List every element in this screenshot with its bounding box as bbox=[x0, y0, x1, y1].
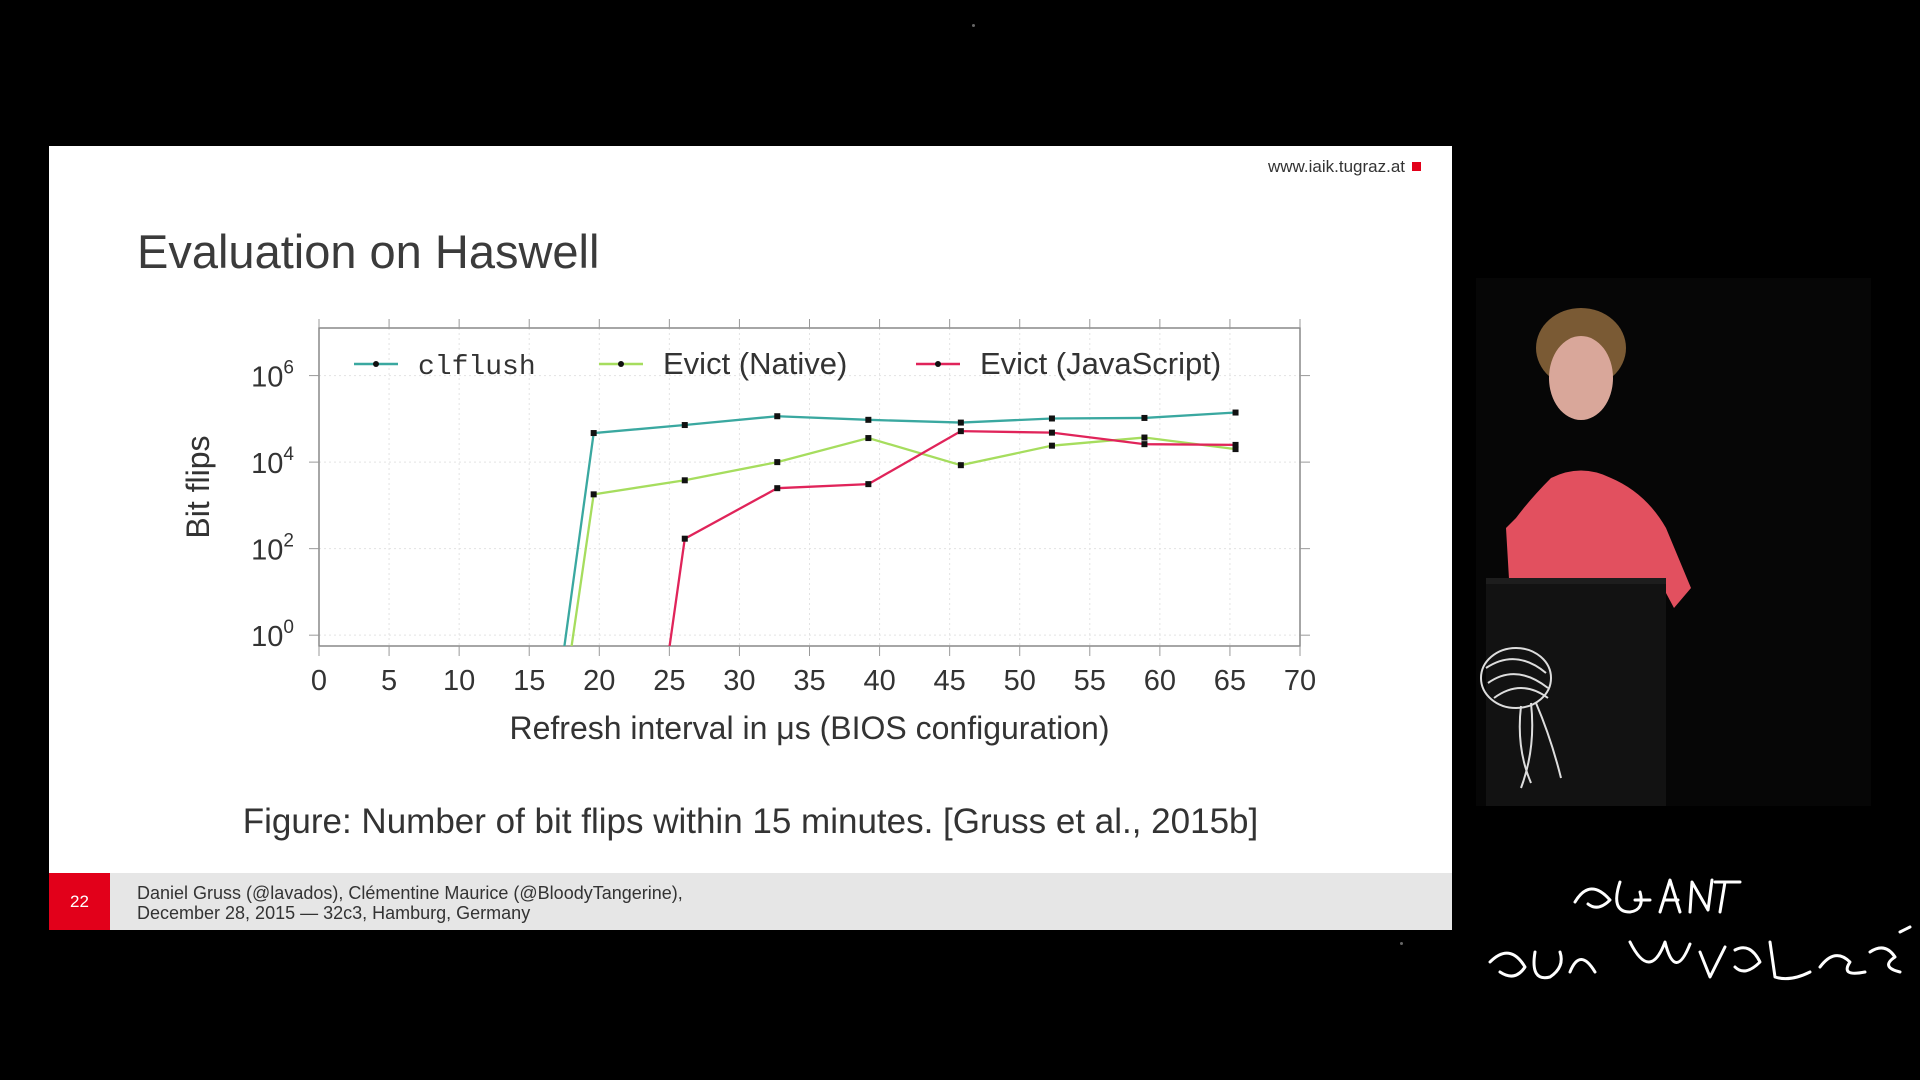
x-tick-label: 15 bbox=[513, 665, 545, 697]
page-number: 22 bbox=[49, 873, 110, 930]
x-tick-label: 60 bbox=[1144, 665, 1176, 697]
x-tick-label: 65 bbox=[1214, 665, 1246, 697]
x-tick-label: 45 bbox=[934, 665, 966, 697]
data-point bbox=[957, 419, 964, 426]
x-tick-label: 25 bbox=[653, 665, 685, 697]
data-point bbox=[1141, 434, 1148, 441]
data-point bbox=[957, 462, 964, 469]
data-point bbox=[681, 535, 688, 542]
data-point bbox=[590, 491, 597, 498]
y-tick-label: 104 bbox=[251, 444, 294, 480]
bit-flips-chart: 0 5 10 15 20 25 30 35 40 45 50 55 60 65 70 100 102 104 106… bbox=[180, 319, 1316, 746]
site-mark-icon bbox=[1412, 162, 1421, 171]
slide-title: Evaluation on Haswell bbox=[137, 225, 600, 278]
data-point bbox=[1048, 429, 1055, 436]
series-line-0 bbox=[563, 411, 1236, 646]
data-point bbox=[774, 413, 781, 420]
legend-marker bbox=[935, 361, 941, 367]
data-point bbox=[681, 422, 688, 429]
data-point bbox=[1141, 441, 1148, 448]
footer-authors: Daniel Gruss (@lavados), Clémentine Maur… bbox=[137, 883, 683, 923]
background-dot bbox=[972, 24, 975, 27]
data-point bbox=[681, 477, 688, 484]
data-point bbox=[1141, 414, 1148, 421]
x-tick-label: 30 bbox=[723, 665, 755, 697]
data-point bbox=[865, 416, 872, 423]
data-point bbox=[1232, 441, 1239, 448]
footer-line-1: Daniel Gruss (@lavados), Clémentine Maur… bbox=[137, 883, 683, 903]
legend-label: Evict (JavaScript) bbox=[980, 346, 1221, 381]
speaker-video bbox=[1476, 278, 1871, 806]
legend-marker bbox=[618, 361, 624, 367]
slide: www.iaik.tugraz.at Evaluation on Haswell… bbox=[49, 146, 1452, 930]
data-point bbox=[1232, 446, 1239, 453]
x-tick-label: 10 bbox=[443, 665, 475, 697]
y-tick-label: 100 bbox=[251, 617, 294, 653]
series-line-2 bbox=[668, 429, 1236, 646]
data-point bbox=[774, 485, 781, 492]
data-point bbox=[1232, 409, 1239, 416]
data-point bbox=[1048, 442, 1055, 449]
yarn-logo-icon bbox=[1480, 647, 1562, 789]
x-tick-label: 35 bbox=[793, 665, 825, 697]
x-tick-label: 70 bbox=[1284, 665, 1316, 697]
data-point bbox=[865, 435, 872, 442]
figure-caption: Figure: Number of bit flips within 15 mi… bbox=[242, 802, 1259, 841]
x-axis-label: Refresh interval in μs (BIOS configurati… bbox=[509, 710, 1109, 746]
series-line-1 bbox=[570, 436, 1236, 646]
speaker-face bbox=[1549, 336, 1613, 420]
background-dot bbox=[1400, 942, 1403, 945]
lectern bbox=[1486, 578, 1666, 806]
slide-footer: 22 Daniel Gruss (@lavados), Clémentine M… bbox=[49, 873, 1452, 930]
x-tick-label: 0 bbox=[311, 665, 327, 697]
conference-logo bbox=[1488, 878, 1912, 981]
y-tick-label: 102 bbox=[251, 531, 294, 567]
x-tick-label: 50 bbox=[1004, 665, 1036, 697]
data-point bbox=[590, 430, 597, 437]
x-tick-label: 5 bbox=[381, 665, 397, 697]
website-label: www.iaik.tugraz.at bbox=[1268, 157, 1421, 177]
legend-label: clflush bbox=[418, 352, 536, 383]
data-point bbox=[865, 481, 872, 488]
footer-line-2: December 28, 2015 — 32c3, Hamburg, Germa… bbox=[137, 903, 531, 923]
data-point bbox=[1048, 415, 1055, 422]
x-tick-label: 40 bbox=[863, 665, 895, 697]
x-tick-label: 20 bbox=[583, 665, 615, 697]
y-tick-label: 106 bbox=[251, 358, 294, 394]
data-point bbox=[774, 459, 781, 466]
data-point bbox=[957, 428, 964, 435]
y-axis-label: Bit flips bbox=[180, 435, 216, 538]
legend-marker bbox=[373, 361, 379, 367]
legend-label: Evict (Native) bbox=[663, 346, 847, 381]
x-tick-label: 55 bbox=[1074, 665, 1106, 697]
